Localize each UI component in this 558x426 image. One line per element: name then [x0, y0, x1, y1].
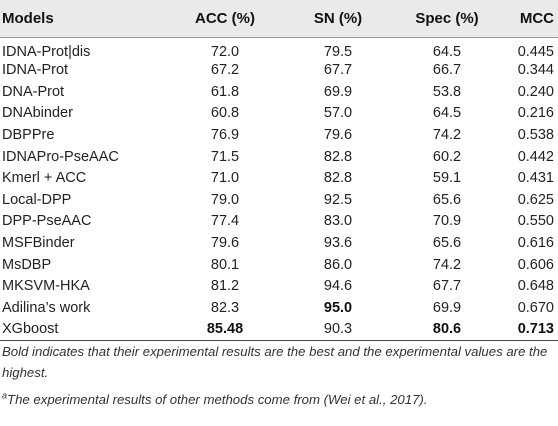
cell-mcc: 0.445 [517, 43, 554, 60]
cell-mcc: 0.550 [517, 213, 554, 230]
cell-acc: 76.9 [210, 127, 240, 144]
cell-mcc: 0.670 [517, 299, 554, 316]
results-table-container: Models ACC (%) SN (%) Spec (%) MCC IDNA-… [0, 0, 558, 341]
cell-spec: 74.2 [432, 127, 462, 144]
cell-model: MsDBP [2, 256, 52, 273]
cell-sn: 92.5 [323, 191, 353, 208]
header-spec: Spec (%) [415, 9, 479, 27]
cell-sn: 69.9 [323, 83, 353, 100]
cell-acc-best: 85.48 [172, 318, 278, 341]
cell-acc: 81.2 [210, 278, 240, 295]
cell-model: DBPPre [2, 127, 55, 144]
cell-model: DNAbinder [2, 105, 73, 122]
cell-sn: 93.6 [323, 235, 353, 252]
table-row: DNAbinder 60.8 57.0 64.5 0.216 [0, 103, 558, 125]
cell-model: IDNA-Prot|dis [2, 43, 91, 60]
cell-spec: 65.6 [432, 235, 462, 252]
cell-mcc: 0.538 [517, 127, 554, 144]
cell-spec: 64.5 [432, 105, 462, 122]
table-row: Kmerl + ACC 71.0 82.8 59.1 0.431 [0, 167, 558, 189]
header-models: Models [2, 9, 54, 27]
cell-sn-best: 95.0 [323, 299, 353, 316]
cell-acc: 67.2 [210, 62, 240, 79]
cell-spec: 53.8 [432, 83, 462, 100]
results-table: Models ACC (%) SN (%) Spec (%) MCC IDNA-… [0, 0, 558, 341]
cell-mcc: 0.216 [517, 105, 554, 122]
cell-model: DPP-PseAAC [2, 213, 92, 230]
cell-acc: 77.4 [210, 213, 240, 230]
cell-acc: 72.0 [210, 43, 240, 60]
cell-spec: 64.5 [432, 43, 462, 60]
cell-spec: 66.7 [432, 62, 462, 79]
table-row: DNA-Prot 61.8 69.9 53.8 0.240 [0, 81, 558, 103]
table-row: MSFBinder 79.6 93.6 65.6 0.616 [0, 232, 558, 254]
cell-acc: 79.0 [210, 191, 240, 208]
table-row: MKSVM-HKA 81.2 94.6 67.7 0.648 [0, 275, 558, 297]
cell-acc: 71.5 [210, 148, 240, 165]
cell-mcc: 0.442 [517, 148, 554, 165]
cell-acc: 80.1 [210, 256, 240, 273]
cell-model: Local-DPP [2, 191, 72, 208]
cell-sn: 86.0 [323, 256, 353, 273]
table-row: IDNAPro-PseAAC 71.5 82.8 60.2 0.442 [0, 146, 558, 168]
table-row: MsDBP 80.1 86.0 74.2 0.606 [0, 254, 558, 276]
cell-model: MSFBinder [2, 235, 75, 252]
header-acc: ACC (%) [195, 9, 255, 27]
cell-sn: 94.6 [323, 278, 353, 295]
cell-mcc: 0.606 [517, 256, 554, 273]
table-row: Adilina’s work 82.3 95.0 69.9 0.670 [0, 297, 558, 319]
cell-mcc: 0.616 [517, 235, 554, 252]
cell-mcc: 0.344 [517, 62, 554, 79]
source-note-marker: a [2, 390, 8, 401]
header-sn: SN (%) [313, 9, 363, 27]
cell-acc: 71.0 [210, 170, 240, 187]
table-row: IDNA-Prot 67.2 67.7 66.7 0.344 [0, 60, 558, 82]
cell-mcc-best: 0.713 [496, 318, 558, 341]
cell-mcc: 0.240 [517, 83, 554, 100]
table-row: XGboost 85.48 90.3 80.6 0.713 [0, 318, 558, 341]
cell-mcc: 0.648 [517, 278, 554, 295]
cell-mcc: 0.625 [517, 191, 554, 208]
table-row: Local-DPP 79.0 92.5 65.6 0.625 [0, 189, 558, 211]
table-row: DBPPre 76.9 79.6 74.2 0.538 [0, 124, 558, 146]
bold-note: Bold indicates that their experimental r… [2, 344, 548, 380]
cell-sn: 67.7 [323, 62, 353, 79]
cell-spec: 74.2 [432, 256, 462, 273]
cell-spec: 67.7 [432, 278, 462, 295]
cell-acc: 82.3 [210, 299, 240, 316]
cell-sn: 82.8 [323, 148, 353, 165]
cell-spec-best: 80.6 [398, 318, 496, 341]
source-note-text: The experimental results of other method… [7, 392, 428, 407]
cell-sn: 83.0 [323, 213, 353, 230]
cell-model: DNA-Prot [2, 83, 65, 100]
cell-model: XGboost [0, 318, 172, 341]
cell-sn: 57.0 [323, 105, 353, 122]
table-row: DPP-PseAAC 77.4 83.0 70.9 0.550 [0, 211, 558, 233]
table-body: IDNA-Prot|dis 72.0 79.5 64.5 0.445 IDNA-… [0, 37, 558, 341]
cell-spec: 69.9 [432, 299, 462, 316]
cell-model: Kmerl + ACC [2, 170, 87, 187]
cell-mcc: 0.431 [517, 170, 554, 187]
cell-model: MKSVM-HKA [2, 278, 90, 295]
cell-spec: 60.2 [432, 148, 462, 165]
cell-acc: 79.6 [210, 235, 240, 252]
header-mcc: MCC [519, 9, 554, 27]
cell-sn: 82.8 [323, 170, 353, 187]
cell-spec: 70.9 [432, 213, 462, 230]
cell-model: IDNAPro-PseAAC [2, 148, 119, 165]
table-footnotes: Bold indicates that their experimental r… [2, 341, 554, 410]
cell-spec: 59.1 [432, 170, 462, 187]
cell-sn: 90.3 [278, 318, 398, 341]
header-row: Models ACC (%) SN (%) Spec (%) MCC [0, 0, 558, 37]
cell-sn: 79.6 [323, 127, 353, 144]
cell-acc: 61.8 [210, 83, 240, 100]
cell-acc: 60.8 [210, 105, 240, 122]
table-row: IDNA-Prot|dis 72.0 79.5 64.5 0.445 [0, 37, 558, 60]
table-header: Models ACC (%) SN (%) Spec (%) MCC [0, 0, 558, 37]
cell-spec: 65.6 [432, 191, 462, 208]
cell-model: Adilina’s work [2, 299, 91, 316]
cell-model: IDNA-Prot [2, 62, 69, 79]
cell-sn: 79.5 [323, 43, 353, 60]
source-note: aThe experimental results of other metho… [2, 389, 554, 410]
